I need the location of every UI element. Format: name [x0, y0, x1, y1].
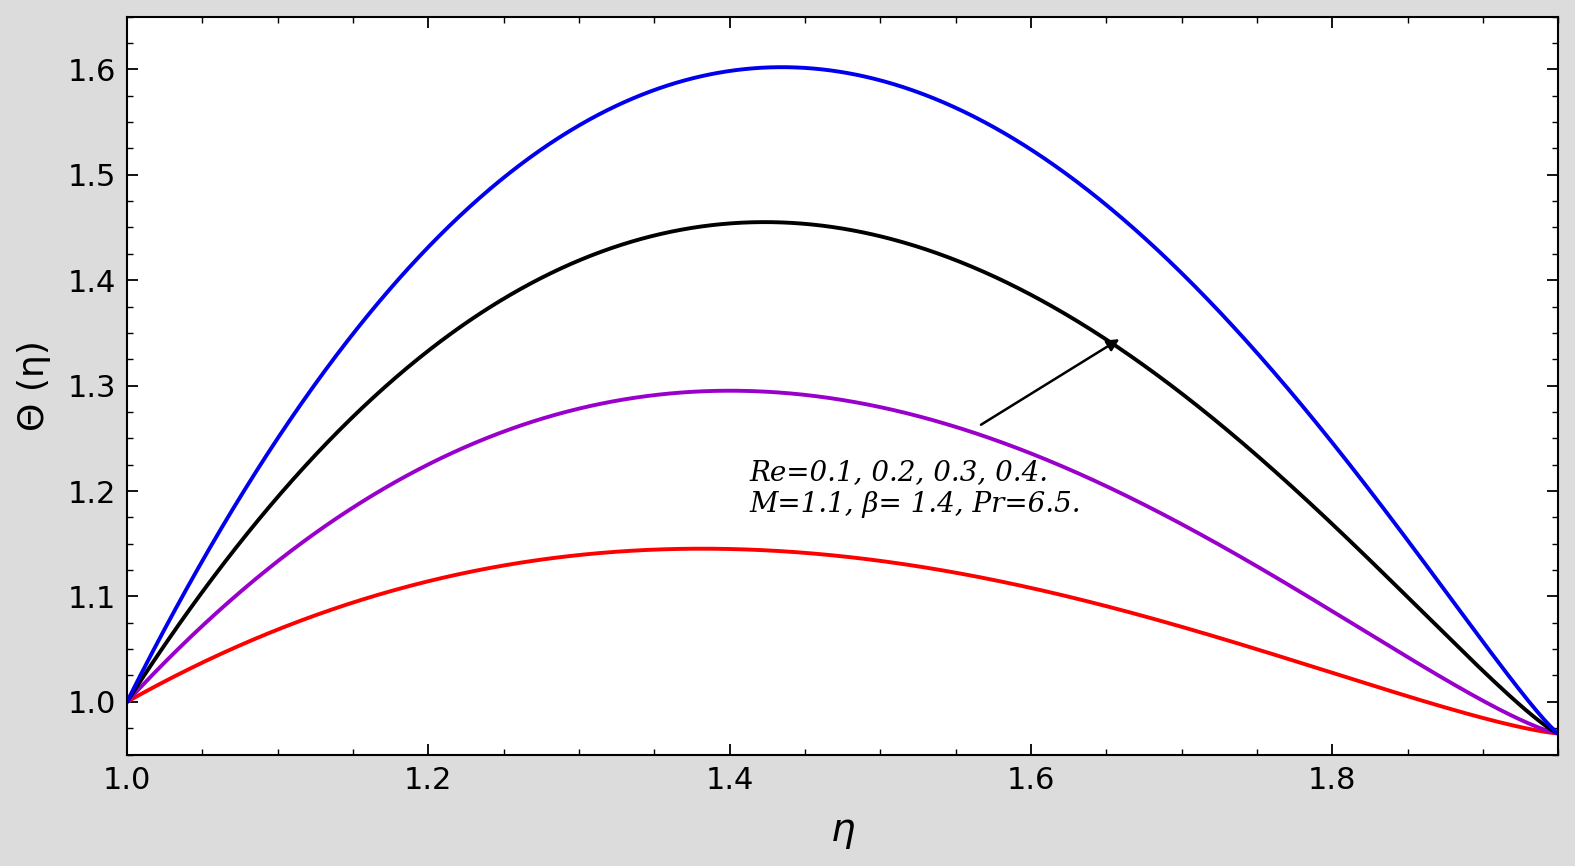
Text: Re=0.1, 0.2, 0.3, 0.4.
M=1.1, β= 1.4, Pr=6.5.: Re=0.1, 0.2, 0.3, 0.4. M=1.1, β= 1.4, Pr…: [750, 459, 1080, 518]
Y-axis label: Θ (η): Θ (η): [17, 340, 50, 431]
X-axis label: η: η: [830, 811, 855, 850]
